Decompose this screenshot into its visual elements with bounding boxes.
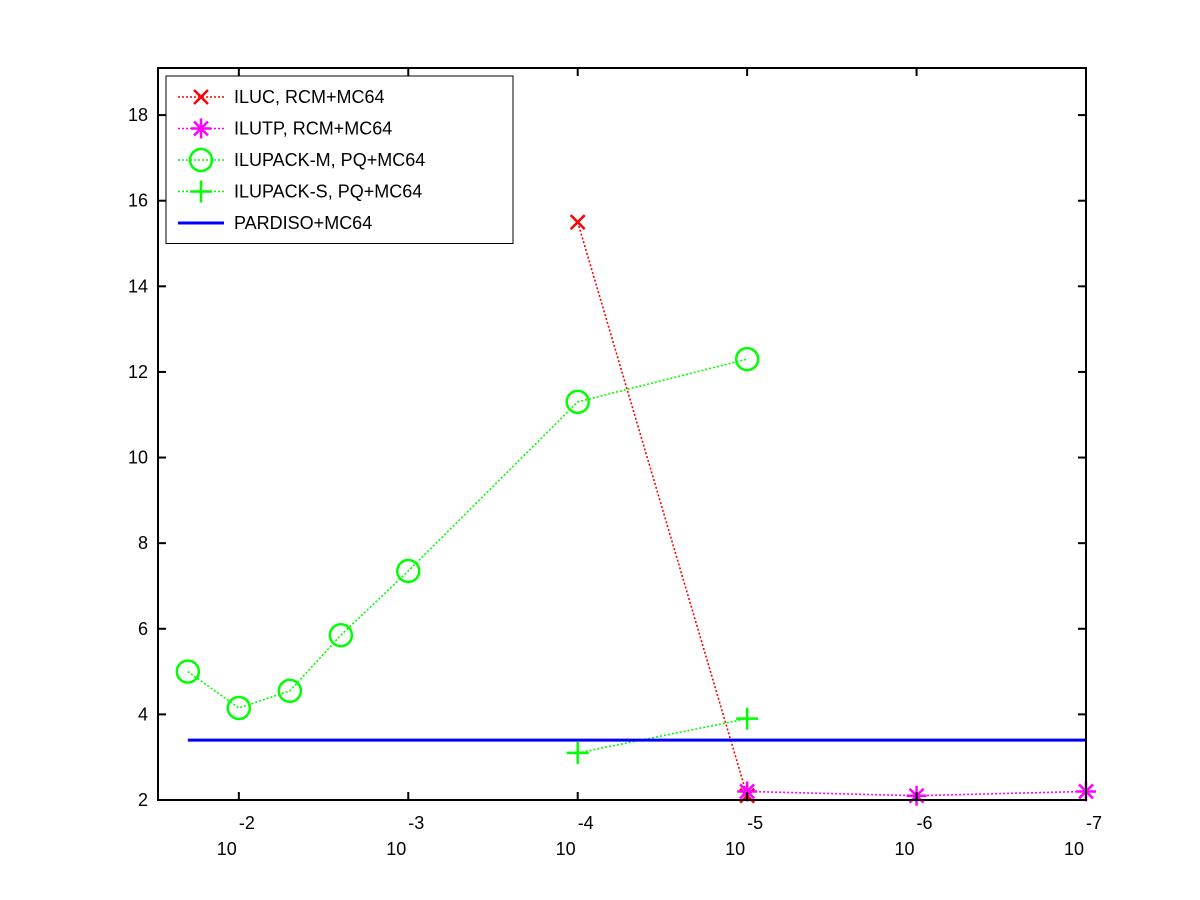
x-tick-exponent: -5 bbox=[747, 813, 763, 833]
y-tick-label: 2 bbox=[138, 790, 148, 810]
legend-marker-0 bbox=[193, 89, 209, 105]
y-tick-label: 16 bbox=[128, 191, 148, 211]
data-point-0-0 bbox=[569, 214, 586, 230]
x-tick-base: 10 bbox=[217, 839, 237, 859]
series-line-3 bbox=[577, 717, 748, 754]
legend-marker-2 bbox=[188, 147, 214, 173]
x-tick-exponent: -2 bbox=[239, 813, 255, 833]
plot-series-layer bbox=[175, 214, 1096, 806]
legend: ILUC, RCM+MC64 ILUTP, RCM+MC64 ILUPACK-M, … bbox=[165, 75, 514, 244]
x-tick-exponent: -6 bbox=[917, 813, 933, 833]
y-tick-label: 6 bbox=[138, 619, 148, 639]
legend-label-4: PARDISO+MC64 bbox=[234, 213, 372, 233]
x-tick-exponent: -7 bbox=[1086, 813, 1102, 833]
x-tick-base: 10 bbox=[725, 839, 745, 859]
x-tick-exponent: -4 bbox=[578, 813, 594, 833]
legend-marker-1 bbox=[191, 118, 211, 139]
data-point-2-1 bbox=[226, 695, 252, 721]
legend-marker-3 bbox=[190, 180, 212, 203]
data-point-2-2 bbox=[277, 678, 303, 704]
x-tick-base: 10 bbox=[386, 839, 406, 859]
y-tick-label: 4 bbox=[138, 704, 148, 724]
y-tick-label: 12 bbox=[128, 362, 148, 382]
data-point-3-0 bbox=[566, 741, 589, 764]
legend-label-2: ILUPACK-M, PQ+MC64 bbox=[234, 150, 425, 170]
y-tick-label: 14 bbox=[128, 276, 148, 296]
plot-frame bbox=[157, 67, 1087, 801]
x-tick-base: 10 bbox=[895, 839, 915, 859]
data-point-2-4 bbox=[396, 558, 421, 584]
y-tick-label: 8 bbox=[138, 533, 148, 553]
y-tick-label: 10 bbox=[128, 448, 148, 468]
x-tick-exponent: -3 bbox=[408, 813, 424, 833]
data-point-2-0 bbox=[175, 659, 201, 684]
x-tick-base: 10 bbox=[1064, 839, 1084, 859]
data-point-2-3 bbox=[328, 622, 354, 648]
y-tick-label: 18 bbox=[128, 105, 148, 125]
data-point-2-5 bbox=[565, 389, 590, 415]
data-point-2-6 bbox=[734, 346, 760, 372]
data-point-3-1 bbox=[736, 707, 759, 730]
data-point-1-0 bbox=[737, 781, 758, 802]
legend-label-1: ILUTP, RCM+MC64 bbox=[234, 119, 392, 139]
legend-label-3: ILUPACK-S, PQ+MC64 bbox=[234, 182, 422, 202]
x-tick-base: 10 bbox=[556, 839, 576, 859]
legend-label-0: ILUC, RCM+MC64 bbox=[234, 87, 385, 107]
series-line-2 bbox=[187, 358, 748, 709]
